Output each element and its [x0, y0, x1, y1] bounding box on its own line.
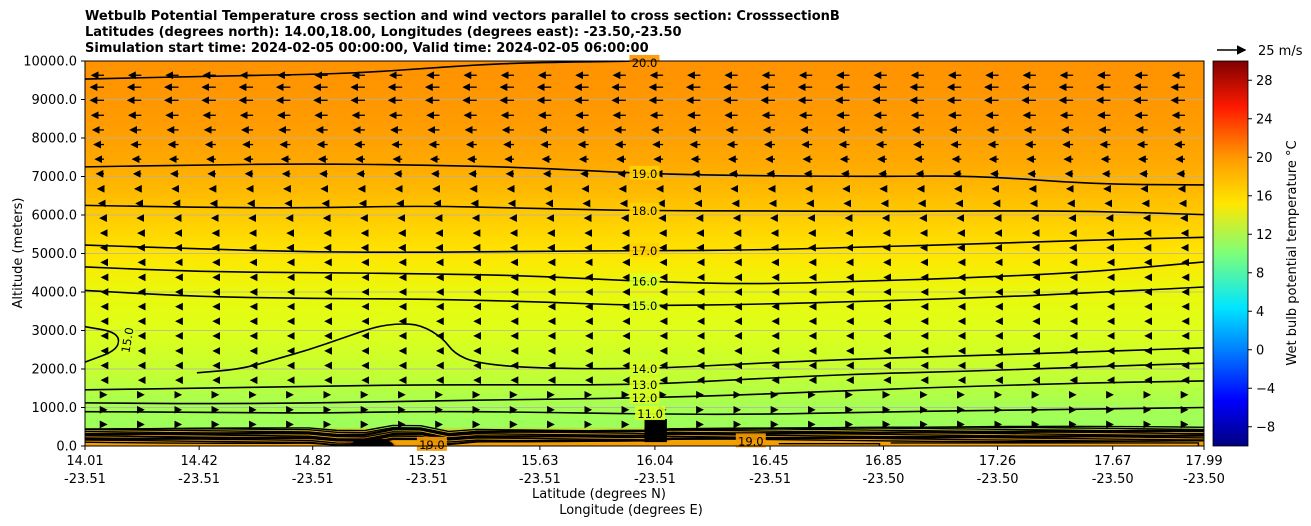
x-tick-label-longitude: -23.50	[977, 472, 1019, 487]
contour-label: 19.0	[419, 438, 445, 452]
colorbar-tick-label: 0	[1256, 343, 1264, 358]
cross-section-chart: 20.0 19.0 18.0 17.0 16.0 15.0 14.0 13.012.0 11.0…	[0, 0, 1311, 526]
colorbar-label: Wet bulb potential temperature °C	[1285, 140, 1300, 365]
contour-label: 16.0	[632, 275, 658, 289]
x-tick-label-latitude: 14.01	[66, 454, 103, 469]
x-tick-label-longitude: -23.51	[519, 472, 561, 487]
x-tick-label-latitude: 16.45	[751, 454, 788, 469]
contour-label-group: 20.0	[630, 55, 660, 70]
contour-label-group: 19.0	[630, 166, 660, 181]
colorbar-tick-label: 24	[1256, 112, 1273, 127]
contour-label: 14.0	[632, 362, 658, 376]
x-tick-label-longitude: -23.51	[64, 472, 106, 487]
y-tick-label: 6000.0	[32, 209, 78, 224]
contour-label-group: 13.0	[630, 377, 660, 392]
contour-label-group: 18.0	[630, 203, 660, 218]
y-tick-label: 3000.0	[32, 324, 78, 339]
colorbar-tick-label: 20	[1256, 151, 1273, 166]
y-tick-label: 1000.0	[32, 401, 78, 416]
contour-label: 18.0	[632, 204, 658, 218]
x-tick-label-latitude: 16.85	[865, 454, 902, 469]
contour-label-group: 11.0	[635, 406, 665, 421]
x-axis-label-latitude: Latitude (degrees N)	[532, 487, 666, 502]
y-tick-label: 9000.0	[32, 93, 78, 108]
wind-key-label: 25 m/s	[1258, 44, 1303, 59]
contour-label: 17.0	[632, 244, 658, 258]
x-axis-label-longitude: Longitude (degrees E)	[559, 503, 703, 518]
x-axis-ticks: 14.01 -23.51 14.42 -23.51 14.82 -23.51 15.23 -2…	[64, 446, 1225, 487]
x-tick-label-longitude: -23.51	[292, 472, 334, 487]
x-tick-label-longitude: -23.51	[634, 472, 676, 487]
x-tick-label-longitude: -23.51	[178, 472, 220, 487]
contour-label: 19.0	[632, 167, 658, 181]
contour-label-group: 15.0	[630, 298, 660, 313]
y-tick-label: 2000.0	[32, 363, 78, 378]
contour-label: 15.0	[632, 299, 658, 313]
contour-label: 13.0	[632, 378, 658, 392]
y-axis-ticks: 0.0 1000.0 2000.0 3000.0 4000.0 5000.0 6000.0 7…	[23, 55, 85, 455]
y-tick-label: 0.0	[56, 440, 77, 455]
contour-label-group: 14.0	[630, 361, 660, 376]
colorbar-tick-label: 28	[1256, 74, 1273, 89]
x-tick-label-longitude: -23.50	[863, 472, 905, 487]
colorbar-tick-label: 16	[1256, 189, 1273, 204]
x-tick-label-latitude: 17.67	[1094, 454, 1131, 469]
x-tick-label-latitude: 16.04	[636, 454, 673, 469]
x-tick-label-longitude: -23.50	[1092, 472, 1134, 487]
y-tick-label: 10000.0	[23, 55, 77, 70]
contour-label: 20.0	[632, 56, 658, 70]
x-tick-label-latitude: 17.26	[979, 454, 1016, 469]
x-tick-label-latitude: 14.42	[181, 454, 218, 469]
contour-label: 11.0	[637, 407, 663, 421]
x-tick-label-longitude: -23.50	[1183, 472, 1225, 487]
y-tick-label: 4000.0	[32, 286, 78, 301]
contour-label-group: 12.0	[630, 390, 660, 405]
x-tick-label-latitude: 14.82	[294, 454, 331, 469]
colorbar-tick-label: −4	[1256, 382, 1275, 397]
x-tick-label-latitude: 15.63	[521, 454, 558, 469]
colorbar-tick-label: −8	[1256, 420, 1275, 435]
contour-label-group: 19.0	[417, 437, 447, 452]
y-tick-label: 8000.0	[32, 132, 78, 147]
contour-label-group: 16.0	[630, 274, 660, 289]
x-tick-label-longitude: -23.51	[406, 472, 448, 487]
x-tick-label-latitude: 17.99	[1185, 454, 1222, 469]
contour-label: 12.0	[632, 391, 658, 405]
y-tick-label: 7000.0	[32, 170, 78, 185]
y-tick-label: 5000.0	[32, 247, 78, 262]
x-tick-label-longitude: -23.51	[749, 472, 791, 487]
y-axis-label: Altitude (meters)	[11, 198, 26, 309]
contour-label-group: 17.0	[630, 243, 660, 258]
colorbar-tick-label: 12	[1256, 228, 1273, 243]
x-tick-label-latitude: 15.23	[408, 454, 445, 469]
colorbar-tick-label: 4	[1256, 305, 1264, 320]
colorbar-tick-label: 8	[1256, 266, 1264, 281]
colorbar-ticks: −8 −4 0 4 8 12 16 20 24 28	[1248, 74, 1275, 436]
colorbar	[1213, 61, 1248, 446]
surface-contour-cluster	[645, 419, 667, 442]
